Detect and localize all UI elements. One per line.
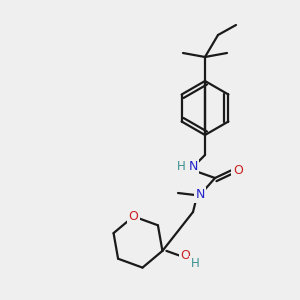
Text: N: N (195, 188, 205, 202)
Text: O: O (233, 164, 243, 176)
Text: O: O (128, 210, 138, 223)
Text: N: N (188, 160, 198, 173)
Text: H: H (177, 160, 185, 172)
Text: O: O (181, 249, 190, 262)
Text: H: H (191, 257, 200, 270)
